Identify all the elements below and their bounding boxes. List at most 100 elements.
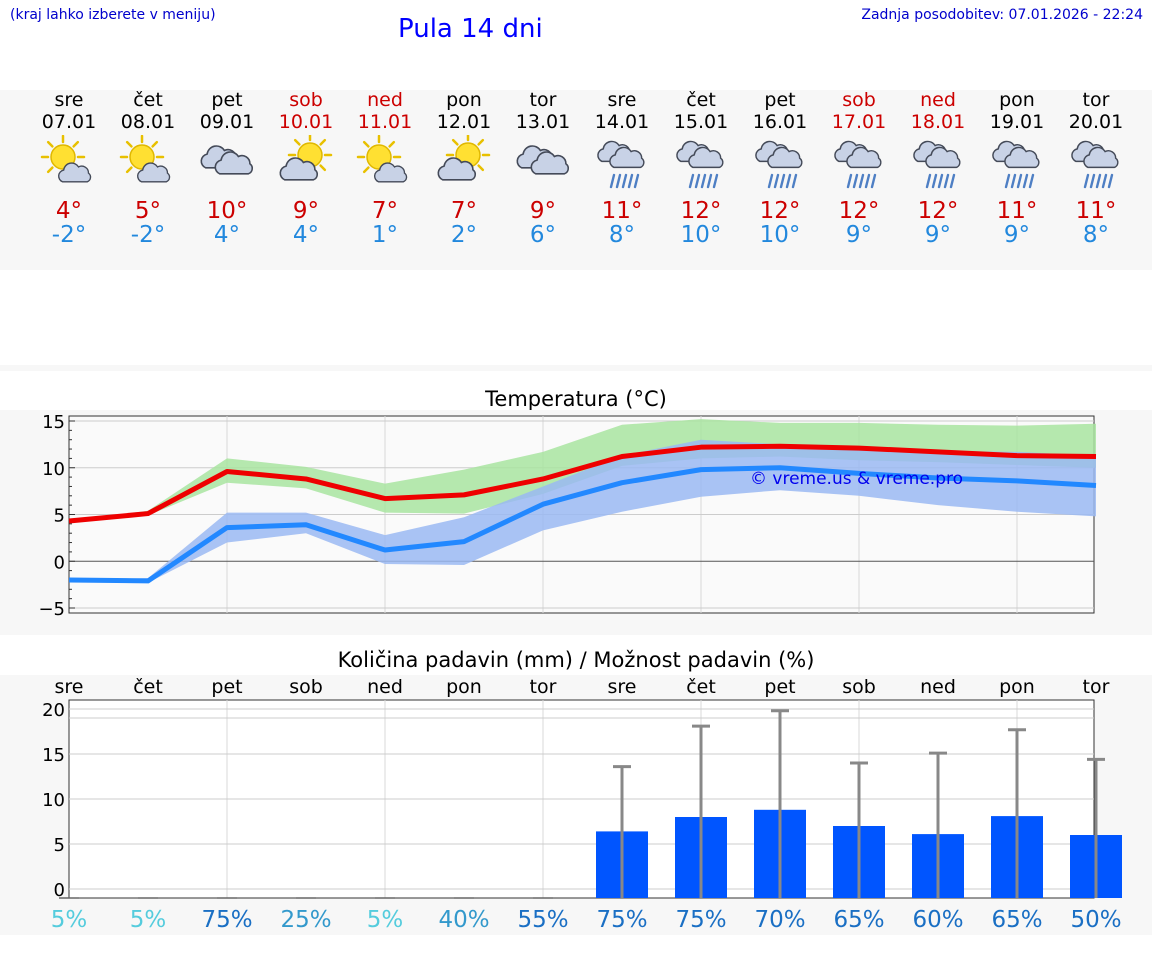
precipitation-chart: sre čet pet sob ned pon tor sre čet pet sob ned pon t… (0, 675, 1152, 935)
last-update: Zadnja posodobitev: 07.01.2026 - 22:24 (861, 7, 1143, 23)
day-date: 18.01 (910, 111, 966, 133)
day-date: 08.01 (120, 111, 176, 133)
min-temperature-line (68, 465, 1097, 584)
day-label: pet (764, 676, 795, 698)
temperature-chart: 15 10 5 0 −5 © vreme.us & vreme.pro (0, 410, 1152, 635)
partly-sunny-icon (40, 135, 92, 183)
rain-cloud-icon (755, 140, 803, 189)
min-temperature: 1° (371, 222, 399, 248)
chance-label: 5% (51, 907, 88, 933)
y-tick-label: 10 (42, 790, 65, 811)
min-range-band (69, 439, 1096, 583)
min-temperature: 10° (680, 222, 722, 248)
y-tick-label: 5 (54, 835, 65, 856)
day-name: ned (367, 89, 403, 111)
min-temperature: 6° (529, 222, 557, 248)
max-temperature: 12° (680, 198, 722, 224)
precipitation-chart-title: Količina padavin (mm) / Možnost padavin … (337, 648, 815, 672)
day-label: ned (367, 676, 403, 698)
day-name: pon (446, 89, 482, 111)
chance-label: 55% (517, 907, 568, 933)
y-tick-label: 20 (42, 700, 65, 721)
day-date: 14.01 (594, 111, 650, 133)
min-temperature: 9° (924, 222, 952, 248)
day-name: pet (764, 89, 796, 111)
max-temperature-line (68, 443, 1097, 524)
day-date: 13.01 (515, 111, 571, 133)
chance-label: 65% (991, 907, 1042, 933)
rain-cloud-icon (834, 140, 882, 189)
chance-label: 40% (438, 907, 489, 933)
day-label: čet (686, 676, 716, 698)
max-temperature: 10° (206, 198, 248, 224)
chance-label: 5% (367, 907, 404, 933)
separator (0, 365, 1152, 371)
y-tick-label: 15 (42, 745, 65, 766)
day-label: sre (608, 676, 637, 698)
min-temperature: -2° (51, 222, 87, 248)
y-tick-label: 15 (42, 412, 65, 433)
min-temperature: 9° (845, 222, 873, 248)
min-temperature: -2° (130, 222, 166, 248)
day-column: pon 12.01 7° 2° (424, 89, 504, 248)
partly-sunny-icon (356, 135, 408, 183)
day-date: 17.01 (831, 111, 887, 133)
day-name: pet (211, 89, 243, 111)
day-column: pon 19.01 11° 9° (977, 89, 1057, 248)
day-date: 19.01 (989, 111, 1045, 133)
day-name: čet (133, 89, 163, 111)
day-date: 11.01 (357, 111, 413, 133)
y-tick-label: 10 (42, 459, 65, 480)
day-name: ned (920, 89, 956, 111)
rain-cloud-icon (913, 140, 961, 189)
day-column: pet 16.01 12° 10° (740, 89, 820, 248)
page-title: Pula 14 dni (398, 14, 543, 44)
day-column: sob 10.01 9° 4° (266, 89, 346, 248)
day-column: sre 07.01 4° -2° (29, 89, 109, 248)
max-temperature: 5° (134, 198, 162, 224)
chance-label: 75% (201, 907, 252, 933)
chance-label: 75% (675, 907, 726, 933)
day-name: sob (842, 89, 876, 111)
day-name: sre (607, 89, 637, 111)
day-label: sre (55, 676, 84, 698)
min-temperature: 9° (1003, 222, 1031, 248)
rain-cloud-icon (597, 140, 645, 189)
day-label: tor (1083, 676, 1110, 698)
day-column: sre 14.01 11° 8° (582, 89, 662, 248)
day-label: sob (842, 676, 876, 698)
chance-label: 70% (754, 907, 805, 933)
day-name: sre (54, 89, 84, 111)
day-name: sob (289, 89, 323, 111)
day-label: pon (446, 676, 482, 698)
max-temperature: 7° (371, 198, 399, 224)
max-temperature: 12° (759, 198, 801, 224)
daily-forecast-strip: sre 07.01 4° -2° čet 08.01 5° -2° pet 09.01 10° 4° s… (0, 89, 1152, 270)
min-temperature: 4° (213, 222, 241, 248)
cloud-icon (516, 145, 570, 175)
day-name: pon (999, 89, 1035, 111)
day-name: čet (686, 89, 716, 111)
max-temperature: 4° (55, 198, 83, 224)
day-date: 12.01 (436, 111, 492, 133)
chance-label: 5% (130, 907, 167, 933)
max-temperature: 12° (917, 198, 959, 224)
day-column: ned 11.01 7° 1° (345, 89, 425, 248)
day-date: 20.01 (1068, 111, 1124, 133)
chance-label: 60% (912, 907, 963, 933)
cloud-icon (200, 145, 254, 175)
chance-label: 65% (833, 907, 884, 933)
chance-label: 25% (280, 907, 331, 933)
watermark: © vreme.us & vreme.pro (750, 469, 963, 489)
y-tick-label: −5 (38, 599, 65, 620)
day-label: ned (920, 676, 956, 698)
day-label: čet (133, 676, 163, 698)
max-temperature: 12° (838, 198, 880, 224)
day-date: 10.01 (278, 111, 334, 133)
max-temperature: 9° (292, 198, 320, 224)
partly-sunny-icon (119, 135, 171, 183)
day-column: tor 13.01 9° 6° (503, 89, 583, 248)
day-column: čet 15.01 12° 10° (661, 89, 741, 248)
min-temperature: 8° (1082, 222, 1110, 248)
min-temperature: 4° (292, 222, 320, 248)
